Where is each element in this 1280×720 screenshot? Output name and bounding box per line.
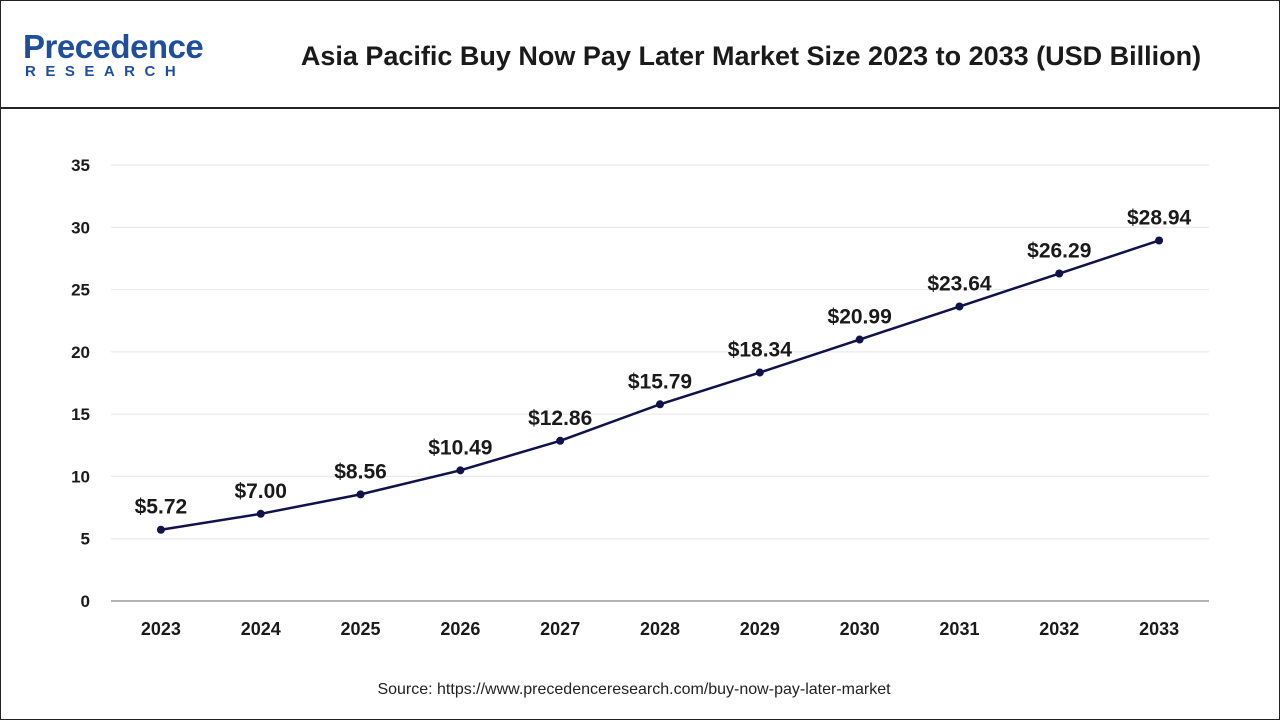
chart-title: Asia Pacific Buy Now Pay Later Market Si… [300, 41, 1202, 71]
y-tick-label: 25 [71, 281, 90, 300]
data-label: $10.49 [428, 436, 492, 459]
data-point [256, 509, 265, 518]
y-tick-label: 0 [81, 592, 90, 611]
data-label: $12.86 [528, 407, 592, 430]
x-tick-label: 2028 [640, 619, 680, 639]
data-labels: $5.72 $7.00 $8.56 $10.49 $12.86 $15.79 $18.34 $… [135, 206, 1192, 518]
x-tick-label: 2025 [341, 619, 381, 639]
data-label: $18.34 [728, 339, 793, 362]
y-tick-label: 35 [71, 156, 90, 175]
data-label: $28.94 [1127, 206, 1192, 229]
data-point [156, 525, 165, 534]
header: Precedence RESEARCH Asia Pacific Buy Now… [1, 1, 1279, 109]
x-tick-label: 2026 [440, 619, 480, 639]
data-point [456, 466, 465, 475]
data-point [1155, 236, 1164, 245]
data-points [156, 236, 1164, 534]
data-label: $5.72 [135, 496, 188, 519]
x-tick-label: 2024 [241, 619, 281, 639]
logo: Precedence RESEARCH [23, 29, 223, 89]
x-tick-labels: 2023 2024 2025 2026 2027 2028 2029 2030 2031 2032… [141, 619, 1179, 639]
x-tick-label: 2030 [840, 619, 880, 639]
x-tick-label: 2029 [740, 619, 780, 639]
data-label: $26.29 [1027, 240, 1091, 263]
data-label: $15.79 [628, 370, 692, 393]
data-point [656, 400, 664, 409]
y-tick-label: 20 [71, 343, 90, 362]
source-note: Source: https://www.precedenceresearch.c… [377, 681, 891, 698]
gridlines [111, 164, 1209, 602]
y-tick-label: 15 [71, 405, 90, 424]
x-tick-label: 2023 [141, 619, 181, 639]
y-tick-label: 10 [71, 467, 90, 486]
data-point [1055, 269, 1064, 278]
x-tick-label: 2031 [939, 619, 979, 639]
data-point [855, 335, 864, 344]
data-point [356, 490, 365, 499]
logo-subtitle: RESEARCH [25, 63, 186, 80]
data-point [556, 436, 565, 445]
data-label: $8.56 [334, 460, 387, 483]
data-point [755, 368, 764, 377]
data-point [955, 302, 964, 311]
y-tick-label: 30 [71, 218, 90, 237]
data-label: $20.99 [828, 306, 892, 329]
x-tick-label: 2032 [1039, 619, 1079, 639]
y-tick-label: 5 [81, 530, 90, 549]
data-label: $7.00 [234, 480, 287, 503]
data-label: $23.64 [927, 273, 992, 296]
x-tick-label: 2033 [1139, 619, 1179, 639]
logo-wordmark: Precedence [23, 28, 204, 65]
x-tick-label: 2027 [540, 619, 580, 639]
y-tick-labels: 0 5 10 15 20 25 30 35 [71, 156, 90, 611]
